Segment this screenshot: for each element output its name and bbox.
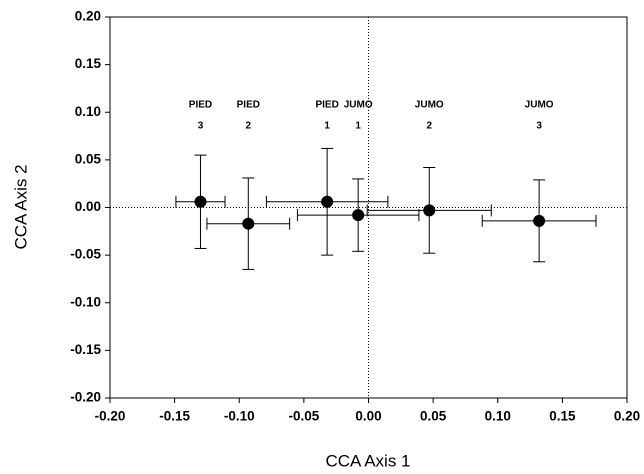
x-tick-label: -0.05 bbox=[288, 409, 319, 424]
point-label: PIED bbox=[315, 100, 338, 111]
y-tick-label: -0.05 bbox=[70, 247, 101, 262]
y-tick-label: -0.20 bbox=[70, 390, 101, 405]
y-tick-label: 0.15 bbox=[75, 56, 102, 71]
x-axis-title: CCA Axis 1 bbox=[325, 451, 410, 470]
point-label: 1 bbox=[355, 121, 361, 132]
point-label: 3 bbox=[198, 121, 204, 132]
point bbox=[194, 195, 207, 208]
point-label: JUMO bbox=[525, 100, 554, 111]
point-label: 2 bbox=[426, 121, 432, 132]
point bbox=[533, 214, 546, 227]
y-axis-title: CCA Axis 2 bbox=[11, 164, 30, 249]
point-label: PIED bbox=[237, 100, 260, 111]
point bbox=[321, 195, 334, 208]
point-label: PIED bbox=[189, 100, 212, 111]
y-tick-label: 0.20 bbox=[75, 9, 101, 24]
y-tick-label: 0.05 bbox=[75, 151, 102, 166]
point-label: JUMO bbox=[415, 100, 444, 111]
x-tick-label: -0.20 bbox=[95, 409, 126, 424]
point-label: 1 bbox=[324, 121, 330, 132]
y-tick-label: 0.00 bbox=[75, 199, 101, 214]
x-tick-label: 0.05 bbox=[420, 409, 447, 424]
x-tick-label: -0.10 bbox=[224, 409, 255, 424]
x-tick-label: -0.15 bbox=[159, 409, 190, 424]
point-label: JUMO bbox=[344, 100, 373, 111]
x-tick-label: 0.15 bbox=[549, 409, 576, 424]
point bbox=[423, 204, 436, 217]
y-tick-label: -0.15 bbox=[70, 342, 101, 357]
y-tick-label: -0.10 bbox=[70, 294, 101, 309]
point-label: 2 bbox=[246, 121, 252, 132]
x-tick-label: 0.20 bbox=[614, 409, 640, 424]
point-label: 3 bbox=[536, 121, 542, 132]
point bbox=[242, 217, 255, 230]
y-tick-label: 0.10 bbox=[75, 104, 101, 119]
x-tick-label: 0.00 bbox=[355, 409, 381, 424]
point bbox=[352, 209, 365, 222]
x-tick-label: 0.10 bbox=[485, 409, 511, 424]
